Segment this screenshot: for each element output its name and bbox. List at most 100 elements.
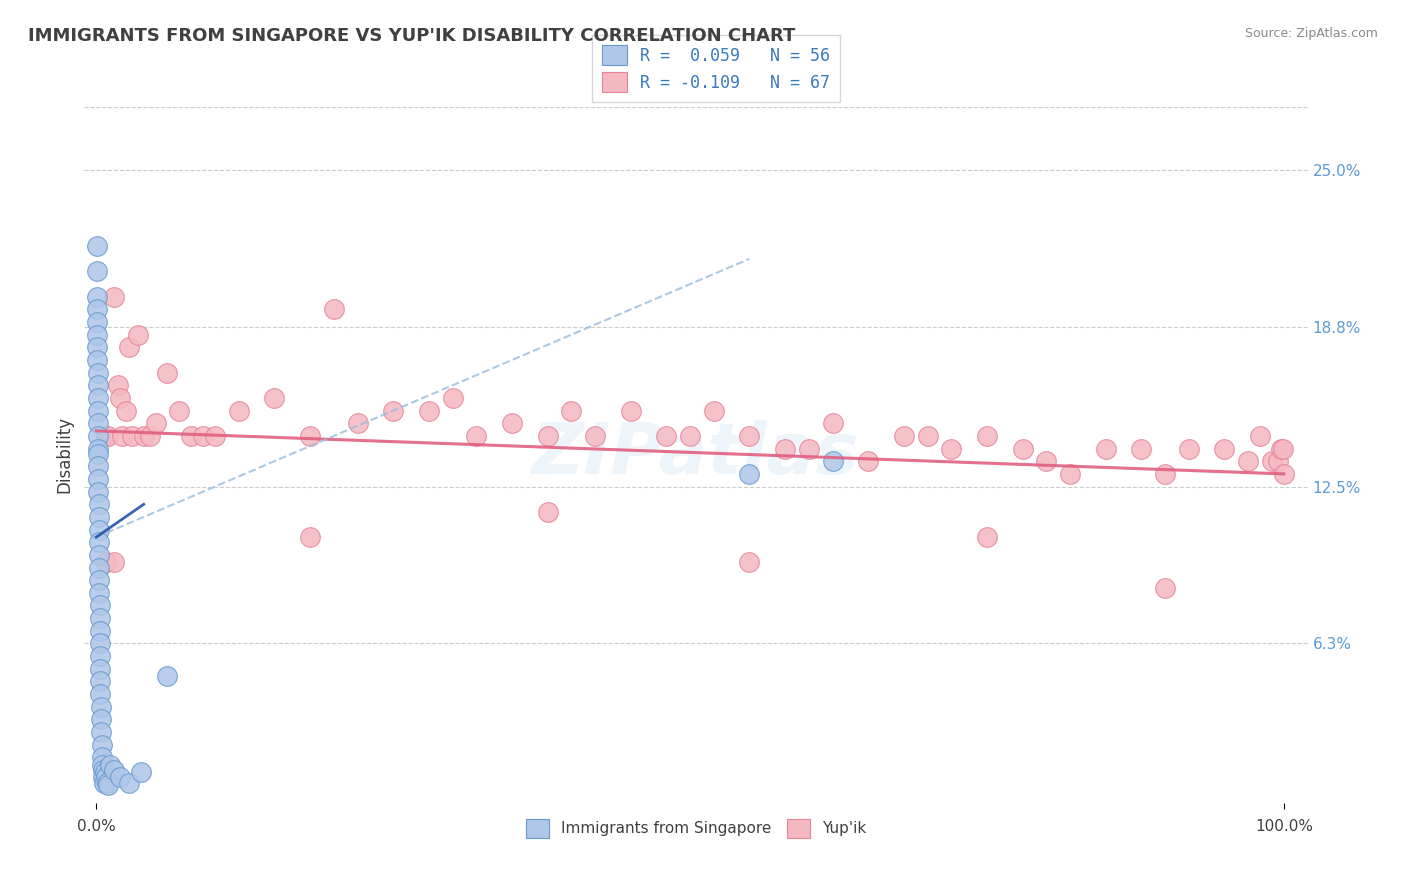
Point: [156, 366, 179, 380]
Point: [89, 586, 111, 600]
Point: [86, 302, 108, 317]
Point: [118, 775, 141, 789]
Point: [90, 699, 112, 714]
Point: [441, 391, 464, 405]
Point: [89, 624, 111, 638]
Point: [86, 239, 108, 253]
Point: [89, 599, 111, 613]
Point: [87, 484, 110, 499]
Point: [87, 459, 110, 474]
Point: [1059, 467, 1081, 481]
Text: Source: ZipAtlas.com: Source: ZipAtlas.com: [1244, 27, 1378, 40]
Point: [138, 429, 160, 443]
Point: [738, 467, 761, 481]
Point: [1261, 454, 1284, 468]
Point: [87, 447, 110, 461]
Point: [1272, 467, 1295, 481]
Point: [976, 530, 998, 544]
Point: [156, 669, 179, 683]
Point: [976, 429, 998, 443]
Point: [86, 340, 108, 354]
Point: [90, 712, 112, 726]
Point: [90, 738, 112, 752]
Point: [87, 429, 110, 443]
Point: [89, 674, 111, 689]
Point: [86, 315, 108, 329]
Point: [91, 750, 114, 764]
Point: [87, 548, 110, 562]
Point: [180, 429, 202, 443]
Point: [91, 757, 114, 772]
Point: [560, 403, 582, 417]
Point: [89, 611, 111, 625]
Point: [917, 429, 939, 443]
Point: [228, 403, 250, 417]
Point: [797, 442, 820, 456]
Point: [86, 327, 108, 342]
Point: [86, 290, 108, 304]
Point: [738, 429, 761, 443]
Text: ZIPatlas: ZIPatlas: [533, 420, 859, 490]
Point: [103, 290, 125, 304]
Point: [115, 75, 138, 89]
Point: [856, 454, 879, 468]
Point: [87, 403, 110, 417]
Point: [103, 763, 125, 777]
Point: [96, 775, 118, 789]
Point: [94, 556, 117, 570]
Point: [1035, 454, 1057, 468]
Point: [87, 442, 110, 456]
Point: [1267, 454, 1289, 468]
Point: [1237, 454, 1260, 468]
Point: [132, 429, 155, 443]
Point: [501, 417, 523, 431]
Point: [655, 429, 678, 443]
Point: [87, 417, 110, 431]
Point: [1154, 581, 1177, 595]
Point: [108, 391, 131, 405]
Point: [108, 771, 131, 785]
Point: [1178, 442, 1201, 456]
Point: [145, 417, 167, 431]
Point: [169, 403, 191, 417]
Point: [89, 648, 111, 663]
Point: [773, 442, 796, 456]
Point: [93, 765, 115, 780]
Point: [298, 429, 321, 443]
Point: [87, 472, 110, 486]
Point: [536, 505, 558, 519]
Point: [1270, 442, 1292, 456]
Point: [382, 403, 405, 417]
Point: [115, 403, 138, 417]
Point: [679, 429, 702, 443]
Point: [121, 429, 143, 443]
Point: [100, 757, 122, 772]
Point: [87, 535, 110, 549]
Point: [94, 429, 117, 443]
Point: [90, 725, 112, 739]
Point: [204, 429, 226, 443]
Point: [89, 573, 111, 587]
Point: [1154, 467, 1177, 481]
Point: [103, 556, 125, 570]
Point: [941, 442, 963, 456]
Point: [86, 353, 108, 368]
Point: [893, 429, 915, 443]
Point: [298, 530, 321, 544]
Point: [111, 429, 134, 443]
Point: [263, 391, 285, 405]
Point: [86, 366, 108, 380]
Point: [821, 417, 844, 431]
Y-axis label: Disability: Disability: [55, 417, 73, 493]
Point: [620, 403, 643, 417]
Point: [86, 378, 108, 392]
Point: [87, 509, 110, 524]
Point: [89, 687, 111, 701]
Point: [191, 429, 214, 443]
Point: [87, 523, 110, 537]
Point: [87, 497, 110, 511]
Point: [1094, 442, 1116, 456]
Point: [322, 302, 344, 317]
Point: [86, 391, 108, 405]
Point: [1271, 442, 1294, 456]
